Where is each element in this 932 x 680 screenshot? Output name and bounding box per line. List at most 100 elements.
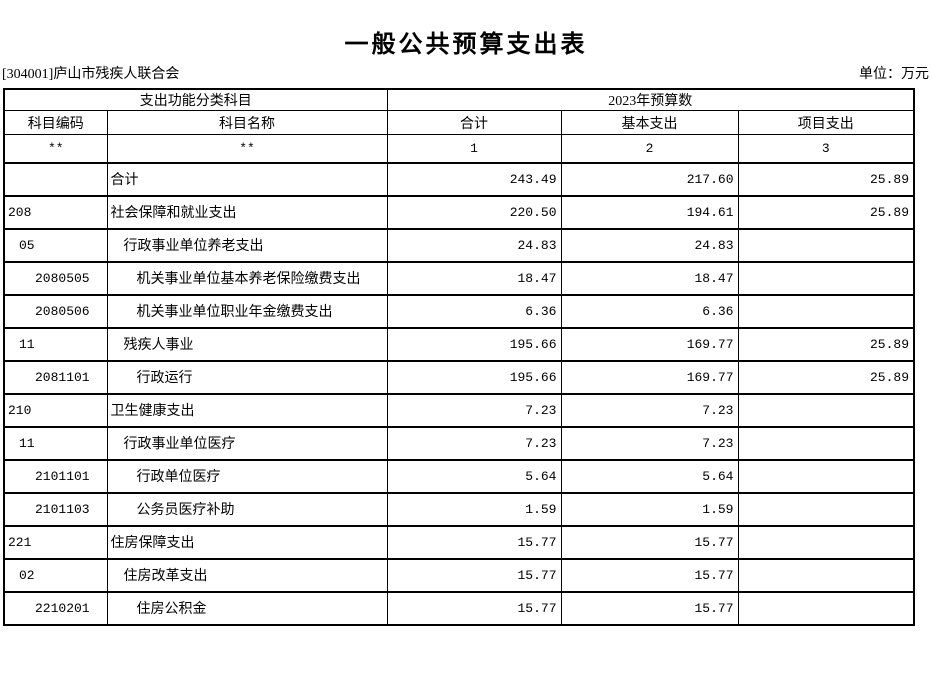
cell-subject-name: 行政运行	[106, 359, 388, 395]
cell-basic-expenditure: 24.83	[560, 227, 739, 263]
cell-project-expenditure	[737, 392, 915, 428]
cell-subject-code: 2101103	[3, 491, 108, 527]
cell-subject-code: 2081101	[3, 359, 108, 395]
cell-project-expenditure: 25.89	[737, 194, 915, 230]
cell-subject-name: 机关事业单位基本养老保险缴费支出	[106, 260, 388, 296]
table-row: 208 社会保障和就业支出 220.50 194.61 25.89	[3, 194, 915, 230]
table-row: 2101103 公务员医疗补助 1.59 1.59	[3, 491, 915, 527]
cell-project-expenditure	[737, 260, 915, 296]
cell-subject-code: 2210201	[3, 590, 108, 626]
page-title: 一般公共预算支出表	[344, 31, 588, 58]
cell-subject-code: 2080506	[3, 293, 108, 329]
table-body: 合计 243.49 217.60 25.89 208 社会保障和就业支出 220…	[3, 161, 915, 626]
header-budget-group: 2023年预算数	[386, 88, 915, 111]
cell-subject-name: 残疾人事业	[106, 326, 388, 362]
cell-subject-name: 卫生健康支出	[106, 392, 388, 428]
cell-project-expenditure: 25.89	[737, 326, 915, 362]
header-function-group: 支出功能分类科目	[3, 88, 388, 111]
header-col-total: 合计	[386, 110, 562, 135]
header-group-row: 支出功能分类科目 2023年预算数	[3, 88, 915, 111]
cell-total: 220.50	[386, 194, 562, 230]
cell-basic-expenditure: 1.59	[560, 491, 739, 527]
cell-project-expenditure	[737, 293, 915, 329]
header-index-row: ** ** 1 2 3	[3, 134, 915, 163]
table-row: 221 住房保障支出 15.77 15.77	[3, 524, 915, 560]
cell-total: 195.66	[386, 326, 562, 362]
header-idx-project: 3	[737, 134, 915, 163]
cell-subject-code: 11	[3, 326, 108, 362]
table-row: 2210201 住房公积金 15.77 15.77	[3, 590, 915, 626]
cell-total: 18.47	[386, 260, 562, 296]
unit-label: 单位：万元	[859, 67, 929, 82]
cell-subject-code: 221	[3, 524, 108, 560]
cell-subject-name: 机关事业单位职业年金缴费支出	[106, 293, 388, 329]
cell-total: 24.83	[386, 227, 562, 263]
cell-subject-code: 2080505	[3, 260, 108, 296]
cell-subject-name: 住房改革支出	[106, 557, 388, 593]
org-name: [304001]庐山市残疾人联合会	[2, 67, 180, 82]
table-row: 11 行政事业单位医疗 7.23 7.23	[3, 425, 915, 461]
header-idx-total: 1	[386, 134, 562, 163]
table-row: 合计 243.49 217.60 25.89	[3, 161, 915, 197]
header-idx-basic: 2	[560, 134, 739, 163]
table-row: 210 卫生健康支出 7.23 7.23	[3, 392, 915, 428]
header-mask-code: **	[3, 134, 108, 163]
cell-basic-expenditure: 217.60	[560, 161, 739, 197]
cell-total: 243.49	[386, 161, 562, 197]
cell-subject-name: 社会保障和就业支出	[106, 194, 388, 230]
cell-basic-expenditure: 5.64	[560, 458, 739, 494]
table-row: 2080506 机关事业单位职业年金缴费支出 6.36 6.36	[3, 293, 915, 329]
cell-basic-expenditure: 169.77	[560, 326, 739, 362]
cell-project-expenditure: 25.89	[737, 161, 915, 197]
cell-project-expenditure: 25.89	[737, 359, 915, 395]
cell-total: 1.59	[386, 491, 562, 527]
budget-table: 支出功能分类科目 2023年预算数 科目编码 科目名称 合计 基本支出 项目支出…	[3, 88, 915, 626]
cell-subject-code: 02	[3, 557, 108, 593]
cell-basic-expenditure: 169.77	[560, 359, 739, 395]
cell-subject-name: 住房保障支出	[106, 524, 388, 560]
cell-basic-expenditure: 7.23	[560, 425, 739, 461]
cell-subject-name: 合计	[106, 161, 388, 197]
cell-project-expenditure	[737, 590, 915, 626]
header-col-name: 科目名称	[106, 110, 388, 135]
cell-basic-expenditure: 6.36	[560, 293, 739, 329]
table-row: 11 残疾人事业 195.66 169.77 25.89	[3, 326, 915, 362]
header-col-basic: 基本支出	[560, 110, 739, 135]
cell-subject-name: 行政事业单位医疗	[106, 425, 388, 461]
cell-total: 15.77	[386, 524, 562, 560]
cell-project-expenditure	[737, 557, 915, 593]
cell-project-expenditure	[737, 524, 915, 560]
cell-subject-name: 公务员医疗补助	[106, 491, 388, 527]
cell-total: 195.66	[386, 359, 562, 395]
table-row: 05 行政事业单位养老支出 24.83 24.83	[3, 227, 915, 263]
header-col-code: 科目编码	[3, 110, 108, 135]
cell-subject-code: 2101101	[3, 458, 108, 494]
cell-subject-code: 210	[3, 392, 108, 428]
table-row: 2081101 行政运行 195.66 169.77 25.89	[3, 359, 915, 395]
header-col-project: 项目支出	[737, 110, 915, 135]
header-mask-name: **	[106, 134, 388, 163]
cell-total: 7.23	[386, 392, 562, 428]
cell-basic-expenditure: 15.77	[560, 590, 739, 626]
cell-total: 7.23	[386, 425, 562, 461]
table-row: 2101101 行政单位医疗 5.64 5.64	[3, 458, 915, 494]
cell-basic-expenditure: 18.47	[560, 260, 739, 296]
cell-basic-expenditure: 7.23	[560, 392, 739, 428]
cell-total: 15.77	[386, 557, 562, 593]
meta-row: [304001]庐山市残疾人联合会 单位：万元	[2, 66, 929, 84]
cell-project-expenditure	[737, 491, 915, 527]
cell-project-expenditure	[737, 425, 915, 461]
cell-subject-code: 208	[3, 194, 108, 230]
header-column-row: 科目编码 科目名称 合计 基本支出 项目支出	[3, 110, 915, 135]
cell-project-expenditure	[737, 458, 915, 494]
cell-basic-expenditure: 194.61	[560, 194, 739, 230]
cell-subject-name: 住房公积金	[106, 590, 388, 626]
cell-subject-name: 行政事业单位养老支出	[106, 227, 388, 263]
cell-project-expenditure	[737, 227, 915, 263]
cell-subject-code: 05	[3, 227, 108, 263]
cell-subject-code: 11	[3, 425, 108, 461]
cell-subject-name: 行政单位医疗	[106, 458, 388, 494]
cell-basic-expenditure: 15.77	[560, 524, 739, 560]
cell-subject-code	[3, 161, 108, 197]
cell-total: 6.36	[386, 293, 562, 329]
